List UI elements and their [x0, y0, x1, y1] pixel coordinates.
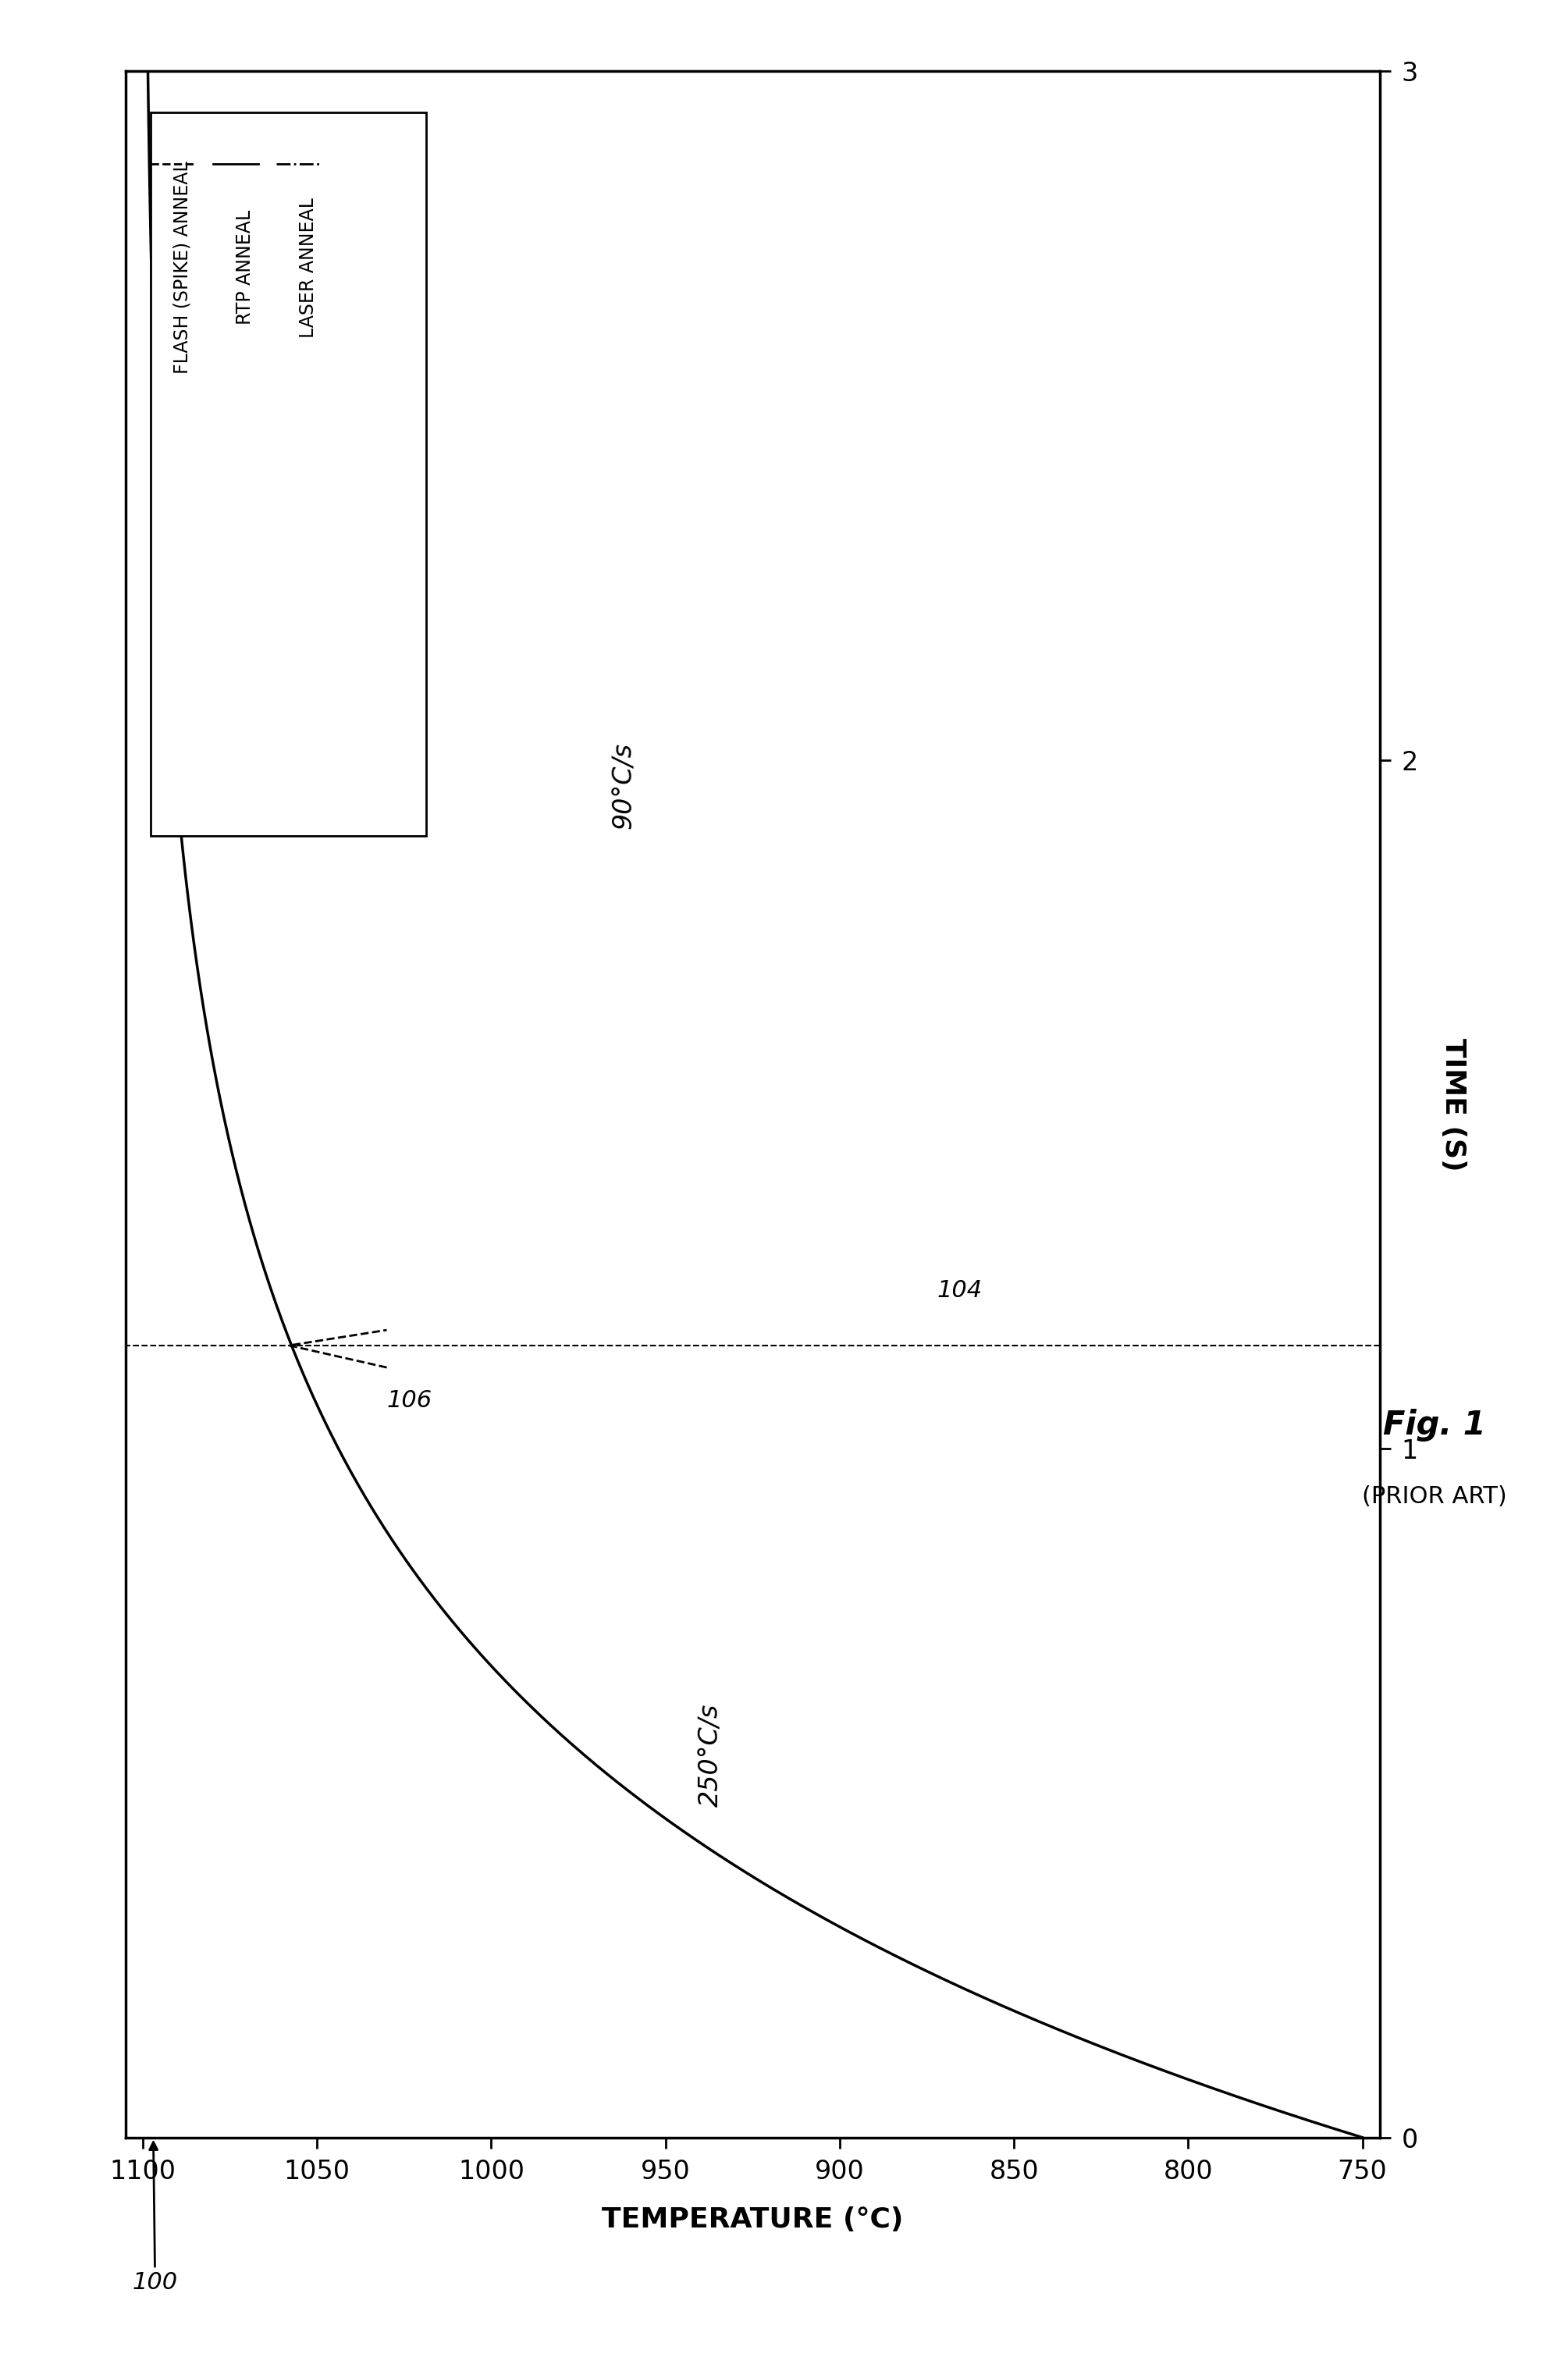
- Text: RTP ANNEAL: RTP ANNEAL: [235, 209, 254, 325]
- Text: 106: 106: [387, 1389, 433, 1413]
- Text: 90°C/s: 90°C/s: [610, 741, 637, 829]
- Text: FLASH (SPIKE) ANNEAL: FLASH (SPIKE) ANNEAL: [172, 162, 191, 373]
- Y-axis label: TIME (S): TIME (S): [1439, 1038, 1466, 1171]
- Text: (PRIOR ART): (PRIOR ART): [1363, 1484, 1507, 1508]
- Text: 102: 102: [194, 534, 240, 558]
- Text: Fig. 1: Fig. 1: [1383, 1408, 1486, 1442]
- Text: 104: 104: [938, 1280, 983, 1302]
- Text: 100: 100: [132, 2142, 177, 2294]
- Bar: [151, 112, 426, 836]
- Text: LASER ANNEAL: LASER ANNEAL: [298, 197, 317, 337]
- X-axis label: TEMPERATURE (°C): TEMPERATURE (°C): [602, 2206, 903, 2232]
- Text: 250°C/s: 250°C/s: [698, 1703, 723, 1807]
